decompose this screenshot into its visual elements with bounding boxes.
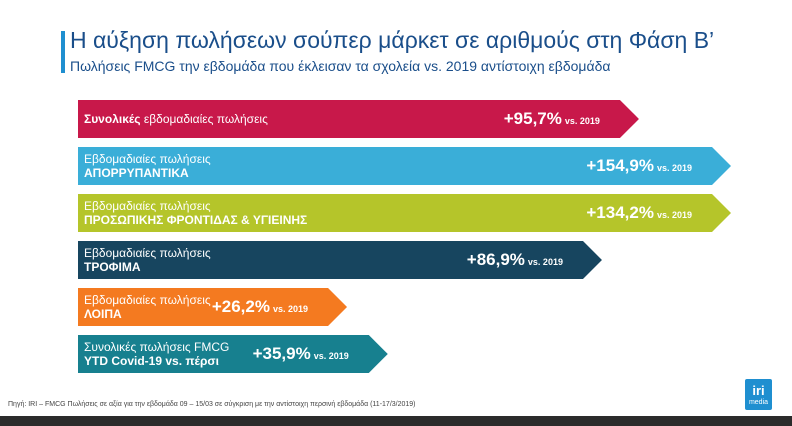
bar-value-vs: vs. 2019 xyxy=(527,257,563,267)
footer-strip xyxy=(0,416,792,426)
bar-value-label-2: +134,2% vs. 2019 xyxy=(586,203,692,223)
bar-value-percent: +35,9% xyxy=(252,344,311,363)
bar-value-vs: vs. 2019 xyxy=(272,304,309,314)
bar-value-percent: +134,2% xyxy=(586,203,654,222)
bar-value-vs: vs. 2019 xyxy=(564,116,600,126)
bar-label-line2: YTD Covid-19 vs. πέρσι xyxy=(84,354,219,368)
bar-category-label-0: Συνολικές εβδομαδιαίες πωλήσεις xyxy=(84,112,268,126)
bar-arrow-5 xyxy=(78,335,388,373)
bar-value-label-5: +35,9% vs. 2019 xyxy=(253,344,349,364)
bar-category-label-2: Εβδομαδιαίες πωλήσεις ΠΡΟΣΩΠΙΚΗΣ ΦΡΟΝΤΙΔΑ… xyxy=(84,199,307,227)
bar-label-line2: ΤΡΟΦΙΜΑ xyxy=(84,260,141,274)
bar-label-line1: Εβδομαδιαίες πωλήσεις xyxy=(84,293,211,307)
bar-arrow-1 xyxy=(78,147,731,185)
bar-label-line2: ΛΟΙΠΑ xyxy=(84,307,122,321)
page-subtitle: Πωλήσεις FMCG την εβδομάδα που έκλεισαν … xyxy=(70,58,611,74)
bar-value-percent: +26,2% xyxy=(211,297,270,316)
bar-label-line1: Συνολικές πωλήσεις FMCG xyxy=(84,340,230,354)
bar-value-percent: +154,9% xyxy=(586,156,654,175)
bar-category-label-1: Εβδομαδιαίες πωλήσεις ΑΠΟΡΡΥΠΑΝΤΙΚΑ xyxy=(84,152,211,180)
bar-value-percent: +95,7% xyxy=(503,109,562,128)
bar-label-bold-part: Συνολικές xyxy=(84,112,141,126)
bar-arrow-4 xyxy=(78,288,348,326)
logo-text-main: iri xyxy=(752,383,765,398)
bar-value-vs: vs. 2019 xyxy=(313,351,349,361)
source-note: Πηγή: IRI – FMCG Πωλήσεις σε αξία για τη… xyxy=(8,401,416,408)
bar-label-line2: ΑΠΟΡΡΥΠΑΝΤΙΚΑ xyxy=(84,166,189,180)
bar-value-percent: +86,9% xyxy=(466,250,525,269)
bar-label-line2: ΠΡΟΣΩΠΙΚΗΣ ΦΡΟΝΤΙΔΑΣ & ΥΓΙΕΙΝΗΣ xyxy=(84,213,308,227)
iri-media-logo: iri media xyxy=(745,379,772,410)
bar-category-label-5: Συνολικές πωλήσεις FMCG YTD Covid-19 vs. … xyxy=(84,340,229,368)
bar-category-label-3: Εβδομαδιαίες πωλήσεις ΤΡΟΦΙΜΑ xyxy=(84,246,211,274)
bar-value-label-4: +26,2% vs. 2019 xyxy=(212,297,308,317)
bar-label-rest: εβδομαδιαίες πωλήσεις xyxy=(140,112,268,126)
bar-category-label-4: Εβδομαδιαίες πωλήσεις ΛΟΙΠΑ xyxy=(84,293,211,321)
bar-label-line1: Εβδομαδιαίες πωλήσεις xyxy=(84,152,211,166)
bar-value-label-0: +95,7% vs. 2019 xyxy=(504,109,600,129)
bar-arrow-3 xyxy=(78,241,602,279)
bar-value-label-1: +154,9% vs. 2019 xyxy=(586,156,692,176)
bar-arrow-2 xyxy=(78,194,731,232)
bar-value-vs: vs. 2019 xyxy=(656,210,692,220)
bar-chart xyxy=(78,100,731,373)
bar-arrow-0 xyxy=(78,100,639,138)
bar-value-label-3: +86,9% vs. 2019 xyxy=(467,250,563,270)
logo-text-sub: media xyxy=(748,399,769,406)
bar-value-vs: vs. 2019 xyxy=(656,163,692,173)
bar-label-line1: Εβδομαδιαίες πωλήσεις xyxy=(84,246,211,260)
bar-label-line1: Εβδομαδιαίες πωλήσεις xyxy=(84,199,211,213)
page-title: Η αύξηση πωλήσεων σούπερ μάρκετ σε αριθμ… xyxy=(70,27,715,53)
title-accent-bar xyxy=(61,31,65,73)
